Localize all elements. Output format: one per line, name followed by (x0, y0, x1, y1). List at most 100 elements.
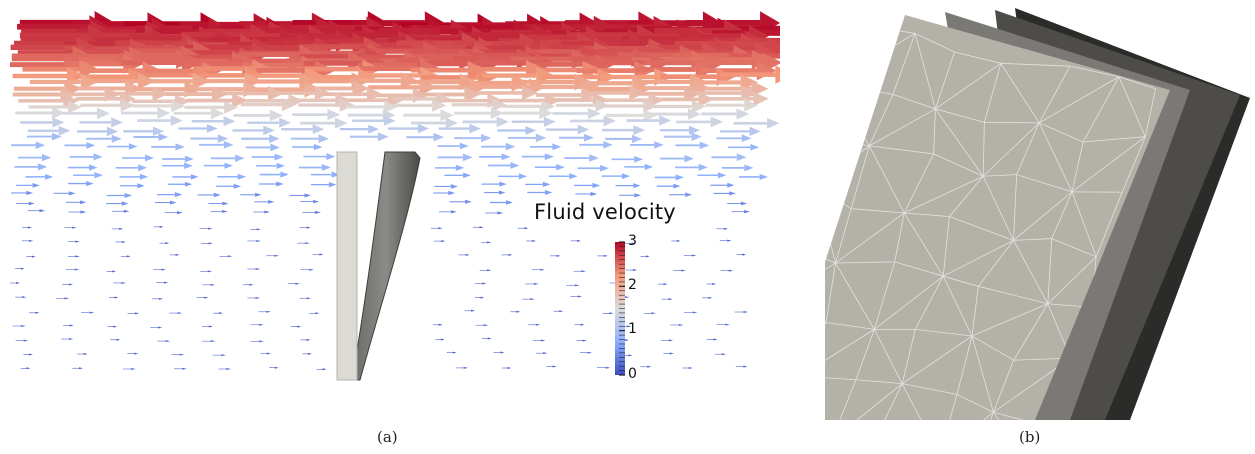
mesh-edge (971, 335, 994, 413)
velocity-arrow-head (207, 270, 212, 273)
mesh-edge (850, 145, 870, 209)
velocity-arrow-head (120, 98, 135, 112)
velocity-arrow-head (589, 154, 599, 162)
velocity-arrow-head (675, 174, 684, 181)
velocity-arrow-head (279, 117, 291, 128)
velocity-arrow-head (304, 193, 312, 198)
velocity-arrow-head (684, 154, 694, 163)
velocity-arrow-head (74, 268, 80, 271)
mesh-edge (942, 216, 950, 277)
velocity-arrow-head (274, 366, 279, 369)
velocity-arrow-head (83, 353, 88, 356)
mesh-edge (1051, 191, 1073, 239)
mesh-edge (954, 51, 1001, 64)
velocity-arrow-head (497, 211, 504, 215)
velocity-arrow-head (736, 153, 747, 162)
velocity-arrow-head (63, 93, 80, 109)
velocity-arrow-head (518, 173, 528, 180)
velocity-arrow-head (39, 209, 46, 213)
mesh-edge (855, 329, 875, 380)
velocity-arrow-head (318, 134, 330, 143)
mesh-edge (915, 328, 973, 337)
velocity-arrow-head (121, 240, 126, 243)
velocity-arrow-head (308, 352, 312, 355)
velocity-arrow-head (190, 174, 199, 180)
mesh-edge (1047, 256, 1097, 305)
mesh-edge (1000, 63, 1040, 124)
velocity-arrow-head (645, 255, 650, 258)
velocity-arrow-head (305, 242, 310, 245)
velocity-arrow-head (306, 297, 311, 300)
mesh-edge (982, 176, 1014, 241)
velocity-arrow-head (182, 367, 187, 370)
velocity-arrow-head (255, 267, 261, 270)
velocity-arrow-head (592, 182, 601, 189)
colorbar-tick-label: 0 (628, 366, 637, 382)
velocity-arrow-head (691, 254, 697, 257)
velocity-arrow-head (483, 324, 489, 327)
velocity-arrow-head (383, 115, 396, 126)
caption-b: (b) (1019, 428, 1041, 446)
mesh-edge (943, 275, 979, 287)
mesh-edge (914, 33, 936, 110)
velocity-arrow-head (633, 183, 641, 189)
velocity-arrow-head (137, 183, 145, 189)
velocity-arrow-head (119, 227, 124, 230)
mesh-edge (993, 411, 1048, 420)
velocity-arrow-head (210, 107, 225, 120)
velocity-arrow-head (68, 338, 74, 341)
mesh-layer-1 (825, 15, 1170, 420)
velocity-arrow-head (525, 126, 537, 135)
velocity-arrow-head (111, 134, 122, 143)
velocity-arrow-head (728, 269, 734, 272)
velocity-arrow-head (352, 80, 370, 97)
velocity-arrow-head (462, 153, 473, 162)
velocity-arrow-head (157, 107, 171, 119)
velocity-arrow-head (543, 116, 556, 127)
velocity-arrow-head (327, 109, 341, 121)
velocity-arrow-head (535, 133, 547, 143)
mesh-edge (983, 63, 1002, 123)
velocity-arrow-head (334, 117, 348, 129)
colorbar-tick-label: 2 (628, 277, 637, 293)
velocity-arrow-head (668, 298, 673, 301)
velocity-arrow-head (552, 143, 562, 151)
velocity-arrow-head (121, 281, 126, 284)
velocity-arrow-head (576, 239, 581, 242)
velocity-arrow-head (651, 312, 656, 315)
velocity-arrow-head (204, 296, 209, 299)
velocity-arrow-head (609, 312, 614, 315)
velocity-arrow-head (263, 125, 275, 136)
mesh-edge (1121, 136, 1146, 193)
velocity-arrow-head (112, 270, 117, 273)
velocity-arrow-head (328, 182, 337, 188)
velocity-arrow-head (736, 108, 750, 120)
velocity-arrow-head (123, 209, 130, 213)
mesh-edge (831, 23, 853, 84)
velocity-arrow-head (692, 311, 698, 314)
velocity-arrow-head (184, 155, 194, 163)
velocity-arrow-head (80, 210, 87, 214)
colorbar-tick-label: 1 (628, 321, 637, 337)
velocity-arrow-head (134, 352, 139, 355)
colorbar-tick-label: 3 (628, 233, 637, 249)
velocity-arrow-head (35, 141, 46, 149)
velocity-arrow-head (256, 239, 262, 242)
velocity-arrow-head (339, 98, 355, 112)
velocity-arrow-head (152, 126, 165, 136)
velocity-arrow-head (530, 298, 535, 301)
velocity-arrow-head (647, 365, 652, 368)
velocity-arrow-head (740, 74, 759, 91)
velocity-arrow-head (131, 367, 136, 370)
mesh-edge (903, 212, 944, 277)
velocity-arrow-head (556, 254, 561, 257)
velocity-arrow-head (68, 283, 74, 286)
velocity-arrow-head (501, 153, 511, 161)
mesh-edge (874, 275, 944, 330)
velocity-arrow-head (532, 239, 537, 242)
velocity-arrow-head (499, 181, 507, 187)
velocity-arrow-head (634, 193, 642, 198)
velocity-arrow-head (158, 297, 164, 300)
mesh-edge (935, 51, 955, 110)
mesh-edge (1038, 65, 1071, 124)
